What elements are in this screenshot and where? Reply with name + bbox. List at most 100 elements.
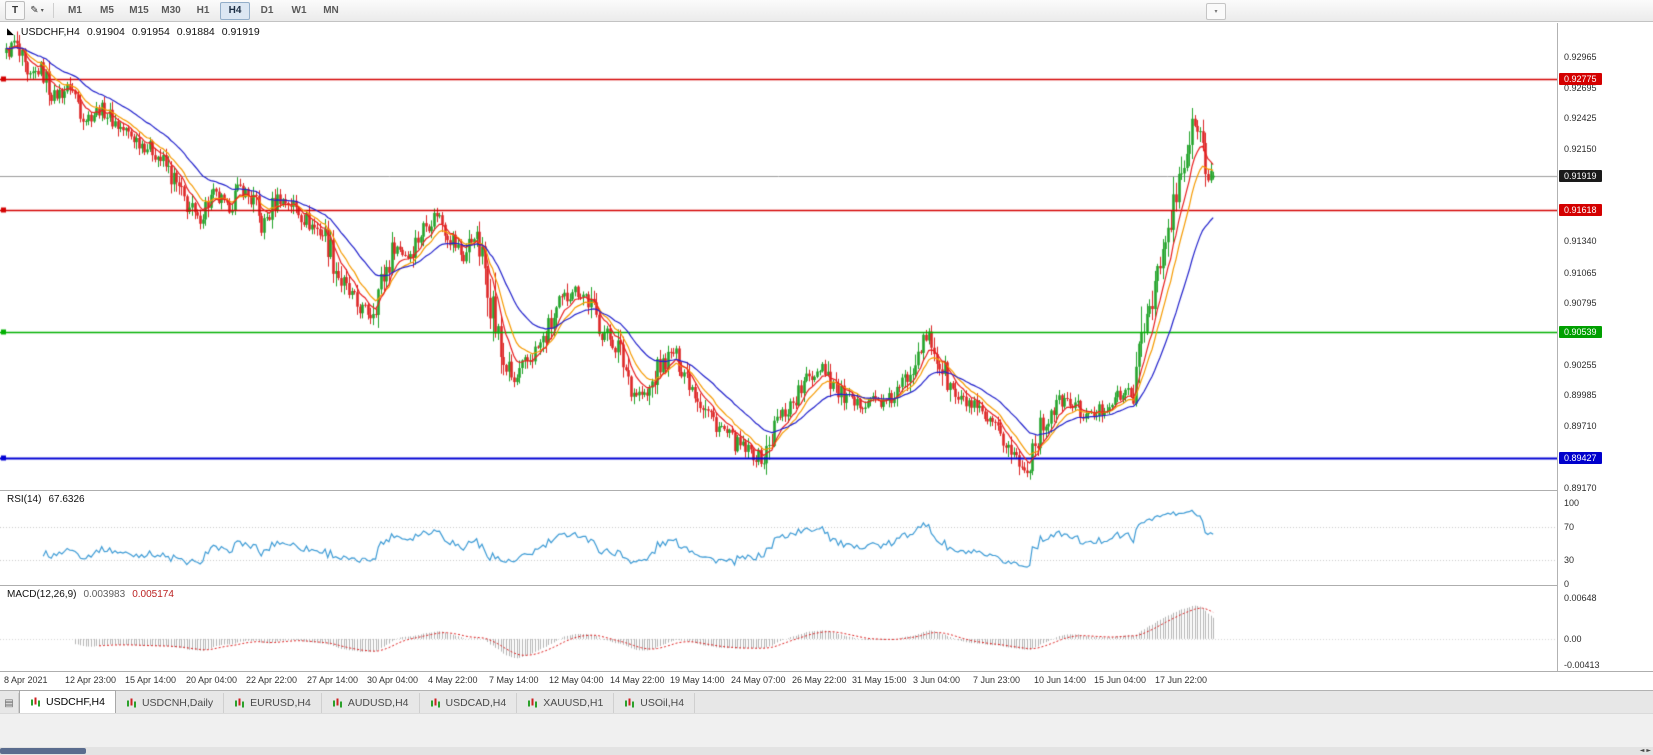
tab-label: USDCAD,H4 xyxy=(445,697,507,709)
timeframe-button-m1[interactable]: M1 xyxy=(68,5,82,16)
macd-indicator-name: MACD(12,26,9) xyxy=(7,589,77,600)
chart-tab-bar: ▤ USDCHF,H4 USDCNH,Daily EURUSD,H4 AUDUSD,H… xyxy=(0,690,1653,713)
price-axis-label: 0.92425 xyxy=(1564,113,1597,123)
scrollbar-thumb[interactable] xyxy=(0,748,86,754)
macd-axis-label: 0.00648 xyxy=(1564,593,1597,603)
templates-button[interactable]: T xyxy=(5,1,25,20)
candlestick-chart-icon xyxy=(332,698,343,709)
chart-tab-eurusd-h4[interactable]: EURUSD,H4 xyxy=(224,693,322,713)
timeframe-group: M1 M5 M15 M30 H1 H4 D1 W1 MN xyxy=(59,1,347,20)
x-axis-label: 10 Jun 14:00 xyxy=(1034,675,1087,685)
price-axis-label: 0.89170 xyxy=(1564,483,1597,493)
level-price-label: 0.90539 xyxy=(1559,326,1602,338)
level-price-label: 0.91618 xyxy=(1559,204,1602,216)
macd-main-value: 0.003983 xyxy=(83,589,126,600)
candlestick-chart-icon xyxy=(234,698,245,709)
x-axis-label: 8 Apr 2021 xyxy=(4,675,48,685)
x-axis-label: 31 May 15:00 xyxy=(852,675,907,685)
bar-high-value: 0.91954 xyxy=(131,26,170,38)
window-list-icon: ▤ xyxy=(4,697,14,709)
macd-header: MACD(12,26,9) 0.003983 0.005174 xyxy=(7,589,174,600)
x-axis-label: 27 Apr 14:00 xyxy=(307,675,359,685)
panel-separator xyxy=(0,671,1653,672)
candlestick-chart-icon xyxy=(30,697,41,708)
candlestick-chart-icon xyxy=(527,698,538,709)
macd-axis-label: -0.00413 xyxy=(1564,660,1600,670)
x-axis-label: 15 Jun 04:00 xyxy=(1094,675,1147,685)
rsi-panel-canvas[interactable] xyxy=(0,491,1557,585)
rsi-header: RSI(14) 67.6326 xyxy=(7,494,85,505)
x-axis-label: 15 Apr 14:00 xyxy=(125,675,177,685)
timeframe-button-mn[interactable]: MN xyxy=(323,5,339,16)
chart-tab-audusd-h4[interactable]: AUDUSD,H4 xyxy=(322,693,420,713)
chart-tab-usdchf-h4[interactable]: USDCHF,H4 xyxy=(19,690,116,713)
macd-signal-value: 0.005174 xyxy=(132,589,174,600)
x-axis-label: 30 Apr 04:00 xyxy=(367,675,419,685)
chevron-down-icon: ▾ xyxy=(40,7,44,14)
scroll-right-arrow[interactable]: ► xyxy=(1646,747,1651,754)
chart-tab-usoil-h4[interactable]: USOil,H4 xyxy=(614,693,696,713)
toolbar-separator xyxy=(53,3,54,18)
scroll-left-arrow[interactable]: ◄ xyxy=(1639,747,1645,754)
level-price-label: 0.92775 xyxy=(1559,73,1602,85)
price-axis-label: 0.89710 xyxy=(1564,421,1597,431)
timeframe-button-m15[interactable]: M15 xyxy=(129,5,149,16)
time-axis[interactable]: 8 Apr 2021 12 Apr 23:00 15 Apr 14:00 20 Apr… xyxy=(0,672,1557,690)
price-axis-label: 0.92965 xyxy=(1564,52,1597,62)
x-axis-label: 7 Jun 23:00 xyxy=(973,675,1021,685)
rsi-indicator-name: RSI(14) xyxy=(7,494,42,505)
drawing-tool-button[interactable]: ✎ ▾ xyxy=(27,1,47,20)
price-axis-label: 0.89985 xyxy=(1564,390,1597,400)
price-axis-label: 0.91340 xyxy=(1564,236,1597,246)
timeframe-button-d1[interactable]: D1 xyxy=(260,5,274,16)
bar-close-value: 0.91919 xyxy=(221,26,260,38)
one-click-trading-toggle-icon[interactable]: ◣ xyxy=(7,26,14,37)
candlestick-chart-icon xyxy=(624,698,635,709)
chart-tab-usdcnh-daily[interactable]: USDCNH,Daily xyxy=(116,693,225,713)
panel-separator[interactable] xyxy=(0,585,1653,586)
top-toolbar: T ✎ ▾ M1 M5 M15 M30 H1 H4 D1 W1 MN ▾ xyxy=(0,0,1653,22)
x-axis-label: 12 Apr 23:00 xyxy=(65,675,117,685)
level-price-label: 0.89427 xyxy=(1559,452,1602,464)
macd-axis-label: 0.00 xyxy=(1564,634,1582,644)
price-axis-label: 0.92150 xyxy=(1564,144,1597,154)
timeframe-button-m30[interactable]: M30 xyxy=(161,5,181,16)
chart-tab-xauusd-h1[interactable]: XAUUSD,H1 xyxy=(517,693,615,713)
rsi-current-value: 67.6326 xyxy=(48,494,85,505)
rsi-axis-label: 0 xyxy=(1564,579,1570,589)
x-axis-label: 19 May 14:00 xyxy=(670,675,725,685)
candlestick-chart-icon xyxy=(430,698,441,709)
macd-panel-canvas[interactable] xyxy=(0,586,1557,671)
tab-label: USDCHF,H4 xyxy=(46,696,105,708)
timeframe-button-w1[interactable]: W1 xyxy=(291,5,307,16)
x-axis-label: 22 Apr 22:00 xyxy=(246,675,298,685)
scrollbar-arrows: ◄ ► xyxy=(1640,747,1651,755)
tab-label: USOil,H4 xyxy=(640,697,685,709)
candlestick-chart-icon xyxy=(126,698,137,709)
rsi-axis-label: 100 xyxy=(1564,498,1580,508)
timeframe-button-m5[interactable]: M5 xyxy=(100,5,114,16)
tab-list-button[interactable]: ▤ xyxy=(0,693,19,713)
x-axis-label: 17 Jun 22:00 xyxy=(1155,675,1208,685)
bar-open-value: 0.91904 xyxy=(86,26,125,38)
tab-label: AUDUSD,H4 xyxy=(347,697,409,709)
templates-icon: T xyxy=(11,5,19,16)
toolbar-overflow-button[interactable]: ▾ xyxy=(1206,3,1226,20)
price-axis-label: 0.92695 xyxy=(1564,83,1597,93)
main-chart-canvas[interactable] xyxy=(0,23,1557,490)
chart-tab-usdcad-h4[interactable]: USDCAD,H4 xyxy=(420,693,518,713)
x-axis-label: 20 Apr 04:00 xyxy=(186,675,238,685)
price-axis[interactable]: 0.92965 0.92775 0.92695 0.92425 0.92150 0.919… xyxy=(1557,23,1653,671)
tab-label: USDCNH,Daily xyxy=(141,697,214,709)
timeframe-button-h1[interactable]: H1 xyxy=(196,5,210,16)
price-axis-label: 0.90255 xyxy=(1564,360,1597,370)
x-axis-label: 26 May 22:00 xyxy=(792,675,847,685)
x-axis-label: 14 May 22:00 xyxy=(610,675,665,685)
x-axis-label: 3 Jun 04:00 xyxy=(913,675,961,685)
current-price-label: 0.91919 xyxy=(1559,170,1602,182)
horizontal-scrollbar[interactable]: ◄ ► xyxy=(0,747,1653,755)
timeframe-button-h4[interactable]: H4 xyxy=(220,1,250,20)
panel-separator[interactable] xyxy=(0,490,1653,491)
pencil-icon: ✎ xyxy=(30,5,39,16)
